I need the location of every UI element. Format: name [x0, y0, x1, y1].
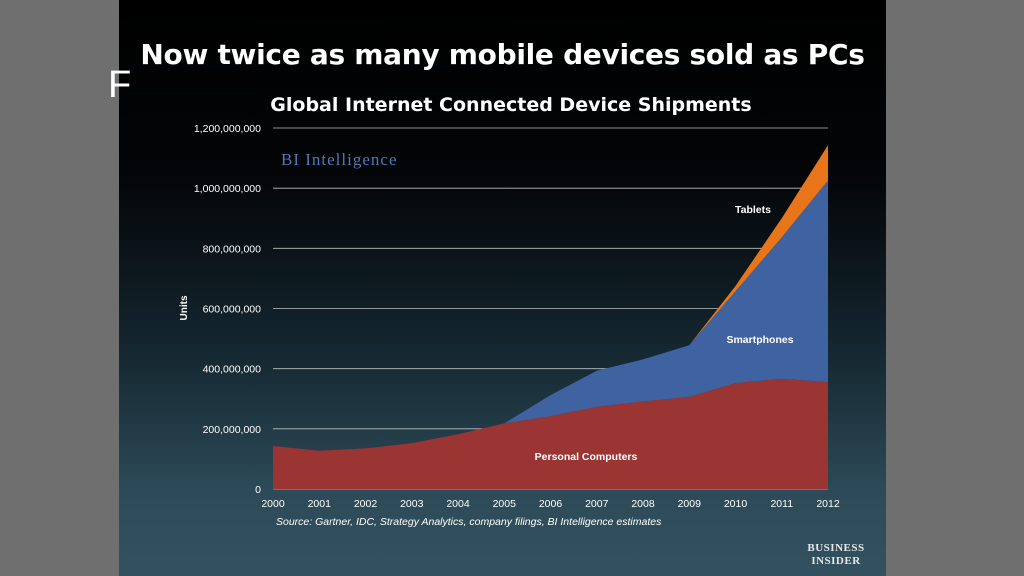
y-tick-label: 800,000,000	[203, 243, 262, 255]
x-tick-label: 2010	[724, 498, 748, 510]
business-insider-logo-line2: INSIDER	[811, 555, 861, 567]
bi-intelligence-watermark: BI Intelligence	[281, 150, 398, 169]
grid	[273, 127, 828, 490]
slide-title: Now twice as many mobile devices sold as…	[140, 38, 865, 71]
series-label-personal-computers: Personal Computers	[535, 451, 638, 463]
x-tick-label: 2000	[261, 498, 285, 510]
area-personal-computers	[273, 378, 828, 489]
x-tick-label: 2002	[354, 498, 378, 510]
y-ticks: 0 200,000,000 400,000,000 600,000,000 800,00…	[194, 123, 261, 496]
y-tick-label: 1,200,000,000	[194, 123, 261, 135]
source-note: Source: Gartner, IDC, Strategy Analytics…	[276, 516, 662, 528]
chart-title: Global Internet Connected Device Shipmen…	[270, 94, 751, 116]
x-tick-label: 2009	[678, 498, 702, 510]
x-tick-label: 2005	[493, 498, 517, 510]
chart: Global Internet Connected Device Shipmen…	[179, 94, 864, 567]
x-tick-label: 2008	[631, 498, 655, 510]
x-tick-label: 2012	[816, 498, 840, 510]
y-tick-label: 0	[255, 484, 261, 496]
x-ticks: 2000 2001 2002 2003 2004 2005 2006 2007 2008 2009…	[261, 498, 840, 510]
y-tick-label: 200,000,000	[203, 424, 262, 436]
y-tick-label: 400,000,000	[203, 364, 262, 376]
x-tick-label: 2011	[770, 498, 793, 510]
y-tick-label: 600,000,000	[203, 304, 262, 316]
series-label-tablets: Tablets	[735, 204, 771, 216]
x-tick-label: 2003	[400, 498, 424, 510]
x-tick-label: 2001	[308, 498, 332, 510]
slide: Global Internet Connected Device Shipmen…	[119, 0, 886, 576]
areas	[273, 145, 828, 489]
x-tick-label: 2006	[539, 498, 563, 510]
y-tick-label: 1,000,000,000	[194, 183, 261, 195]
x-tick-label: 2004	[446, 498, 470, 510]
business-insider-logo-line1: BUSINESS	[807, 542, 864, 554]
series-label-smartphones: Smartphones	[726, 334, 793, 346]
x-tick-label: 2007	[585, 498, 609, 510]
y-axis-label: Units	[179, 295, 190, 320]
partial-background-letter: F	[108, 64, 132, 106]
area-smartphones	[273, 180, 828, 451]
